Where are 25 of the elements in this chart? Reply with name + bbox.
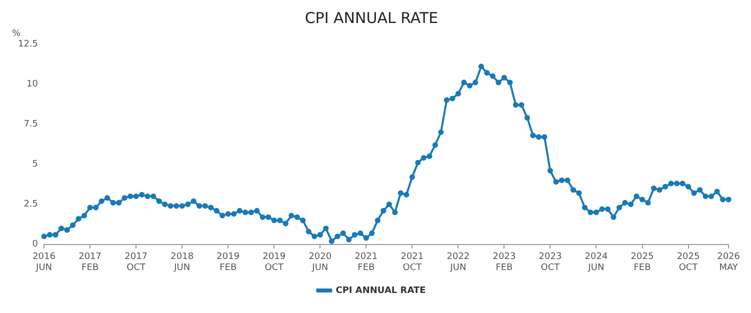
y-tick-label: 10	[26, 79, 38, 90]
legend-label: CPI ANNUAL RATE	[336, 286, 426, 296]
x-tick-label: 2025 FEB	[630, 252, 654, 273]
x-tick-label: 2020 JUN	[308, 252, 332, 273]
chart-title: CPI ANNUAL RATE	[304, 8, 438, 27]
y-tick-label: 2.5	[24, 200, 38, 210]
y-tick-label: 5	[32, 160, 38, 170]
x-tick-label: 2019 OCT	[262, 252, 286, 273]
x-tick-label: 2019 FEB	[216, 252, 240, 273]
x-tick-label: 2023 FEB	[492, 252, 516, 273]
x-tick-label: 2024 JUN	[584, 252, 608, 273]
x-tick-label: 2021 FEB	[354, 252, 378, 273]
x-tick-label: 2016 JUN	[32, 252, 56, 273]
y-axis-title: %	[12, 28, 21, 39]
y-tick-label: 7.5	[24, 120, 38, 130]
x-tick-label: 2017 FEB	[78, 252, 102, 273]
x-tick-label: 2022 JUN	[446, 252, 470, 273]
x-tick-label: 2021 OCT	[400, 252, 424, 273]
x-tick-label: 2018 JUN	[170, 252, 194, 273]
y-tick-label: 12.5	[18, 39, 38, 50]
x-tick-label: 2025 OCT	[676, 252, 700, 273]
x-tick-label: 2017 OCT	[124, 252, 148, 273]
y-tick-label: 0	[32, 240, 38, 250]
x-tick-label: 2023 OCT	[538, 252, 562, 273]
x-tick-label: 2026 MAY	[717, 252, 740, 273]
